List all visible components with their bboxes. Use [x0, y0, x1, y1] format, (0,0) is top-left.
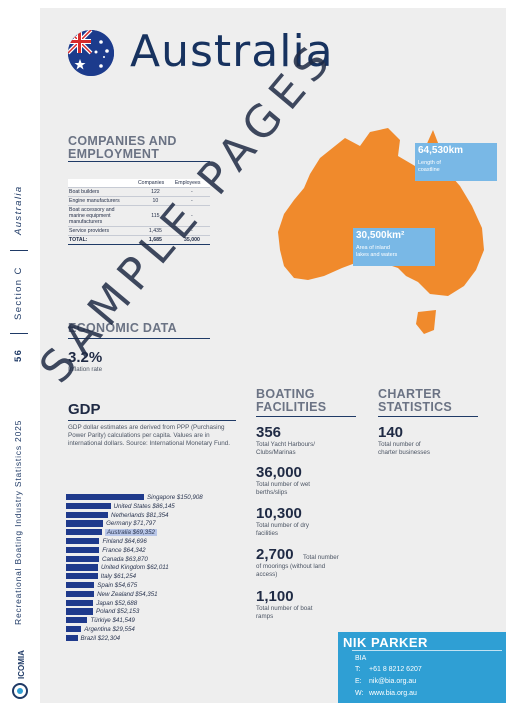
contact-website-link[interactable]: www.bia.org.au: [369, 690, 417, 697]
australia-flag-icon: [68, 30, 114, 76]
gdp-bar-label: New Zealand $54,351: [97, 590, 158, 598]
charter-value: 140: [378, 424, 404, 441]
gdp-bar-label: Türkiye $41,549: [90, 617, 135, 625]
gdp-bar-label: Spain $54,675: [97, 582, 138, 589]
sidebar-page-number: 56: [13, 348, 24, 362]
gdp-bar-label: Finland $64,696: [102, 538, 147, 545]
gdp-bar-label: Japan $52,688: [96, 599, 138, 607]
gdp-bar-australia: [66, 529, 102, 536]
gdp-bar-japan: [66, 599, 94, 606]
economic-title: ECONOMIC DATA: [68, 321, 177, 335]
gdp-bar-label: Canada $63,870: [102, 555, 148, 563]
contact-name: NIK PARKER: [343, 635, 428, 650]
inflation-value: 3.2%: [68, 349, 103, 366]
boating-title: BOATING FACILITIES: [256, 387, 327, 414]
sidebar: Australia Section C 56 Recreational Boat…: [0, 0, 38, 707]
contact-email-link[interactable]: nik@bia.org.au: [369, 678, 417, 685]
table-row: Boat accessory and marine equipment manufa…: [68, 205, 210, 227]
inflation-label: Inflation rate: [68, 366, 103, 373]
gdp-bar-label: Brazil $22,304: [80, 634, 121, 642]
contact-org: BIA: [355, 655, 367, 662]
icomia-logo-text: ICOMIA: [17, 650, 26, 679]
gdp-bar-canada: [66, 555, 99, 562]
gdp-bar-label: Australia $69,352: [104, 529, 158, 537]
table-row: Service providers 1,435 -: [68, 226, 210, 236]
gdp-bar-label: Poland $52,153: [95, 608, 140, 616]
gdp-bar-label: United Kingdom $62,011: [101, 564, 169, 572]
table-row: Boat builders 122 -: [68, 187, 210, 197]
gdp-title: GDP: [68, 401, 101, 418]
companies-table: Companies Employees Boat builders 122 - …: [68, 179, 210, 245]
charter-label: Total number of charter businesses: [378, 441, 430, 456]
gdp-bar-new-zealand: [66, 590, 95, 597]
sidebar-publication: Recreational Boating Industry Statistics…: [13, 419, 23, 625]
gdp-bar-netherlands: [66, 511, 109, 518]
contact-card: NIK PARKER BIA T: +61 8 8212 6207 E: nik@b…: [338, 632, 506, 703]
gdp-bar-label: France $64,342: [102, 546, 146, 554]
gdp-bar-label: Netherlands $81,354: [111, 511, 169, 519]
gdp-bar-united-states: [66, 502, 111, 509]
coastline-callout: 64,530km Length of coastline: [415, 143, 497, 181]
col-companies: Companies: [136, 179, 174, 188]
gdp-bar-brazil: [66, 634, 78, 641]
sidebar-section: Section C: [13, 266, 24, 320]
gdp-bar-italy: [66, 573, 98, 580]
companies-title: COMPANIES AND EMPLOYMENT: [68, 134, 177, 161]
gdp-bar-t-rkiye: [66, 617, 88, 624]
sidebar-country: Australia: [13, 185, 24, 235]
gdp-bar-chart: Singapore $150,908 United States $86,145 N…: [66, 494, 266, 644]
gdp-bar-singapore: [66, 494, 144, 501]
inland-water-callout: 30,500km² Area of inland lakes and water…: [353, 228, 435, 266]
gdp-bar-poland: [66, 608, 93, 615]
gdp-bar-argentina: [66, 626, 82, 633]
icomia-logo: ICOMIA: [10, 641, 30, 701]
gdp-bar-france: [66, 546, 100, 553]
gdp-bar-label: United States $86,145: [113, 502, 175, 510]
gdp-bar-finland: [66, 538, 100, 545]
gdp-bar-label: Germany $71,797: [106, 520, 156, 528]
gdp-bar-germany: [66, 520, 104, 527]
col-employees: Employees: [173, 179, 210, 188]
gdp-bar-spain: [66, 582, 95, 589]
contact-phone: +61 8 8212 6207: [369, 666, 422, 673]
gdp-bar-label: Singapore $150,908: [147, 494, 203, 501]
page-title: Australia: [130, 26, 334, 77]
gdp-bar-label: Italy $61,254: [100, 573, 137, 581]
gdp-bar-united-kingdom: [66, 564, 99, 571]
table-row: Engine manufacturers 10 -: [68, 196, 210, 206]
charter-title: CHARTER STATISTICS: [378, 387, 453, 414]
gdp-bar-label: Argentina $29,554: [84, 626, 135, 633]
content-panel: Australia COMPANIES AND EMPLOYMENT Compa…: [40, 8, 506, 703]
gdp-description: GDP dollar estimates are derived from PP…: [68, 424, 231, 447]
table-total-row: TOTAL: 1,685 35,000: [68, 235, 210, 245]
